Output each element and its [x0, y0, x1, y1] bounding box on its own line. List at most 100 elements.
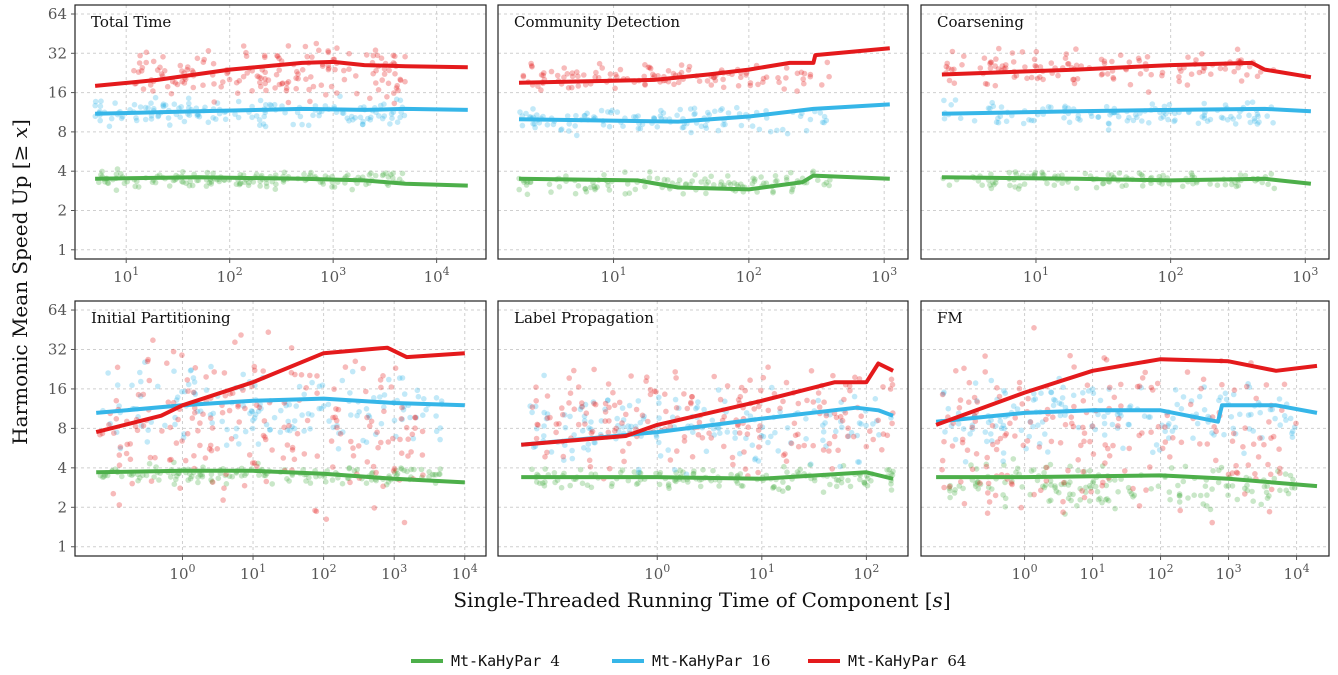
scatter-point-4 — [1125, 484, 1132, 491]
scatter-point-64 — [647, 386, 654, 393]
scatter-point-4 — [433, 471, 439, 478]
scatter-point-4 — [1237, 172, 1244, 178]
scatter-point-64 — [236, 78, 243, 84]
scatter-point-4 — [269, 481, 276, 487]
scatter-point-64 — [610, 389, 616, 396]
scatter-point-16 — [1224, 117, 1231, 123]
scatter-point-64 — [1073, 46, 1079, 52]
scatter-point-64 — [824, 59, 831, 66]
scatter-point-4 — [692, 172, 698, 178]
scatter-point-64 — [1031, 325, 1037, 331]
scatter-point-16 — [415, 393, 422, 400]
scatter-point-4 — [646, 175, 653, 181]
scatter-point-16 — [1109, 421, 1116, 428]
scatter-point-16 — [941, 97, 947, 104]
x-tick-label: 102 — [1158, 265, 1184, 286]
scatter-point-64 — [678, 69, 685, 76]
scatter-point-64 — [392, 365, 399, 372]
scatter-point-64 — [581, 72, 587, 78]
scatter-point-16 — [186, 100, 192, 107]
scatter-point-4 — [171, 481, 178, 488]
scatter-point-64 — [147, 454, 154, 461]
scatter-point-64 — [852, 374, 858, 381]
scatter-point-64 — [1219, 381, 1225, 388]
scatter-point-64 — [1037, 64, 1044, 70]
scatter-point-64 — [1242, 491, 1248, 497]
scatter-point-4 — [250, 179, 257, 185]
scatter-point-4 — [1100, 180, 1107, 187]
scatter-point-4 — [346, 465, 353, 471]
scatter-point-16 — [1267, 406, 1274, 413]
scatter-point-16 — [614, 109, 621, 115]
scatter-point-4 — [1244, 482, 1250, 489]
scatter-point-16 — [1101, 413, 1107, 420]
scatter-point-16 — [1172, 424, 1179, 431]
scatter-point-64 — [211, 99, 217, 105]
scatter-point-16 — [962, 459, 969, 465]
scatter-point-64 — [801, 442, 807, 449]
scatter-point-64 — [419, 452, 426, 458]
scatter-point-64 — [262, 76, 268, 82]
scatter-point-16 — [293, 403, 300, 409]
scatter-point-64 — [240, 43, 247, 49]
scatter-point-16 — [1190, 435, 1196, 442]
scatter-point-16 — [1232, 431, 1239, 437]
scatter-point-4 — [346, 465, 353, 472]
scatter-point-64 — [560, 411, 566, 418]
scatter-point-64 — [736, 430, 743, 436]
scatter-point-16 — [1178, 406, 1185, 412]
scatter-point-4 — [661, 176, 668, 183]
scatter-point-4 — [379, 172, 386, 179]
scatter-point-64 — [602, 409, 609, 415]
scatter-point-16 — [653, 434, 660, 440]
scatter-point-64 — [1098, 56, 1105, 63]
scatter-point-16 — [305, 411, 312, 417]
scatter-point-16 — [588, 419, 594, 425]
scatter-point-16 — [194, 408, 201, 415]
scatter-point-16 — [803, 416, 809, 422]
scatter-point-4 — [203, 183, 210, 189]
scatter-point-16 — [715, 387, 722, 393]
scatter-point-64 — [782, 451, 788, 457]
scatter-point-4 — [868, 478, 874, 484]
scatter-point-4 — [1177, 492, 1183, 499]
scatter-point-16 — [294, 109, 301, 116]
scatter-point-4 — [561, 470, 567, 477]
scatter-point-64 — [279, 80, 286, 86]
scatter-point-4 — [1291, 485, 1298, 491]
scatter-point-16 — [1249, 99, 1256, 105]
scatter-point-16 — [1165, 423, 1171, 429]
scatter-point-64 — [397, 76, 404, 83]
scatter-point-16 — [379, 115, 386, 122]
scatter-point-64 — [331, 386, 337, 392]
scatter-point-64 — [645, 418, 651, 425]
scatter-point-64 — [1118, 381, 1124, 388]
scatter-point-64 — [1016, 385, 1023, 392]
scatter-point-16 — [152, 94, 159, 101]
scatter-point-16 — [940, 391, 947, 397]
scatter-point-64 — [1184, 369, 1191, 375]
scatter-point-64 — [538, 87, 544, 93]
scatter-point-64 — [1016, 379, 1023, 386]
scatter-point-4 — [411, 466, 417, 473]
scatter-point-64 — [1196, 69, 1203, 76]
scatter-point-64 — [1011, 74, 1018, 80]
scatter-point-16 — [1172, 117, 1178, 123]
scatter-point-4 — [583, 189, 590, 195]
scatter-point-4 — [408, 466, 414, 473]
scatter-point-4 — [180, 179, 186, 185]
scatter-point-4 — [1031, 171, 1038, 178]
scatter-point-16 — [993, 423, 999, 429]
scatter-point-64 — [262, 54, 268, 61]
scatter-point-4 — [1012, 169, 1019, 175]
scatter-point-16 — [148, 100, 154, 106]
scatter-point-64 — [262, 436, 269, 443]
scatter-point-64 — [168, 456, 174, 463]
scatter-point-64 — [393, 85, 400, 91]
scatter-point-64 — [201, 56, 207, 63]
scatter-point-16 — [1002, 390, 1008, 397]
scatter-point-64 — [556, 421, 562, 427]
scatter-point-16 — [381, 392, 388, 398]
scatter-point-16 — [1264, 113, 1270, 119]
